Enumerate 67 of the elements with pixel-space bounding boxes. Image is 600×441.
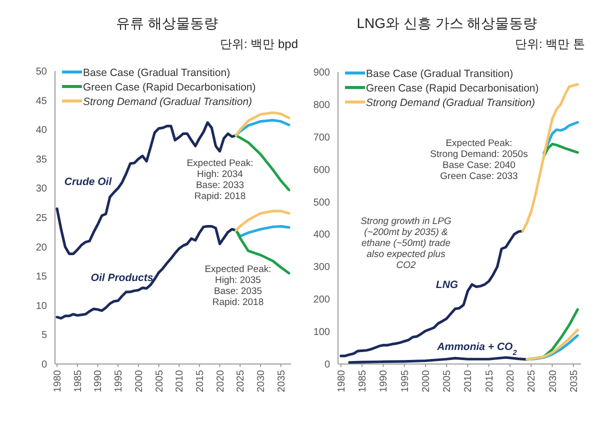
y-tick-label: 5 <box>41 330 48 342</box>
y-tick-label: 35 <box>36 154 48 166</box>
y-tick-label: 200 <box>313 294 330 306</box>
y-tick-label: 30 <box>36 184 48 195</box>
y-tick-label: 600 <box>313 164 330 176</box>
x-tick-label: 1980 <box>52 370 64 392</box>
chart-title: 유류 해상물동량 <box>116 15 218 31</box>
y-tick-label: 0 <box>324 360 330 370</box>
x-tick-label: 1985 <box>358 370 369 392</box>
annotation: Expected Peak: High: 2035 Base: 2035 Rapid: 2018 <box>204 264 272 308</box>
x-tick-label: 1995 <box>400 370 411 392</box>
chart-title: LNG와 신흥 가스 해상물동량 <box>356 15 538 31</box>
x-tick-label: 1990 <box>378 370 390 392</box>
y-tick-label: 700 <box>313 132 330 144</box>
series-label: Oil Products <box>90 272 154 284</box>
x-tick-label: 2010 <box>463 370 474 392</box>
legend-label: Base Case (Gradual Transition) <box>83 67 230 79</box>
x-tick-label: 2000 <box>134 370 145 392</box>
x-tick-label: 2000 <box>420 370 432 392</box>
legend-label: Green Case (Rapid Decarbonisation) <box>366 82 539 94</box>
y-tick-label: 0 <box>41 360 48 370</box>
x-tick-label: 1985 <box>72 370 84 392</box>
x-tick-label: 1980 <box>336 370 348 392</box>
legend-label: Base Case (Gradual Transition) <box>366 68 514 80</box>
line-series <box>234 210 290 232</box>
annotation: Expected Peak: Strong Demand: 2050s Base Case: 2040 Green Case: 2033 <box>430 138 528 182</box>
legend-label: Green Case (Rapid Decarbonisation) <box>83 82 256 94</box>
line-series <box>340 230 524 358</box>
annotation: Strong growth in LPG (~200mt by 2035) & ethane (~50mt) trade also expected plus CO2 <box>360 216 452 271</box>
x-tick-label: 2020 <box>215 370 226 392</box>
x-tick-label: 2010 <box>174 370 186 392</box>
y-tick-label: 25 <box>36 213 48 224</box>
x-tick-label: 2005 <box>442 370 454 392</box>
x-tick-label: 2020 <box>506 370 516 392</box>
x-tick-label: 2015 <box>484 370 496 392</box>
y-tick-label: 900 <box>313 68 330 78</box>
y-tick-label: 40 <box>36 125 48 136</box>
series-label: Crude Oil <box>64 176 113 188</box>
y-tick-label: 45 <box>36 96 48 107</box>
series-label: LNG <box>436 279 458 291</box>
x-tick-label: 1990 <box>93 370 104 392</box>
series-label: Ammonia + CO$_{2}$ <box>436 341 518 356</box>
legend-label: Strong Demand (Gradual Transition) <box>83 96 252 108</box>
x-tick-label: 2030 <box>256 370 267 392</box>
line-series <box>526 328 579 361</box>
legend-label: Strong Demand (Gradual Transition) <box>366 97 536 109</box>
x-tick-label: 2035 <box>568 370 580 392</box>
y-tick-label: 800 <box>313 100 330 111</box>
y-tick-label: 100 <box>313 327 330 338</box>
chart-subtitle: 단위: 백만 톤 <box>514 37 585 51</box>
x-tick-label: 2035 <box>276 370 288 392</box>
x-tick-label: 2030 <box>548 370 559 392</box>
y-tick-label: 15 <box>36 272 48 283</box>
y-tick-label: 20 <box>36 242 48 254</box>
x-tick-label: 2005 <box>154 370 166 392</box>
x-tick-label: 2015 <box>194 370 206 392</box>
y-tick-label: 300 <box>313 262 330 274</box>
y-tick-label: 50 <box>36 66 48 78</box>
annotation: Expected Peak: High: 2034 Base: 2033 Rapid: 2018 <box>186 158 254 202</box>
line-series <box>234 111 290 137</box>
x-tick-label: 2025 <box>236 370 247 392</box>
x-tick-label: 1995 <box>114 370 125 392</box>
chart-subtitle: 단위: 백만 bpd <box>220 37 298 51</box>
y-tick-label: 400 <box>313 230 330 241</box>
y-tick-label: 500 <box>313 197 330 208</box>
y-tick-label: 10 <box>36 300 48 312</box>
x-tick-label: 2025 <box>526 370 538 392</box>
